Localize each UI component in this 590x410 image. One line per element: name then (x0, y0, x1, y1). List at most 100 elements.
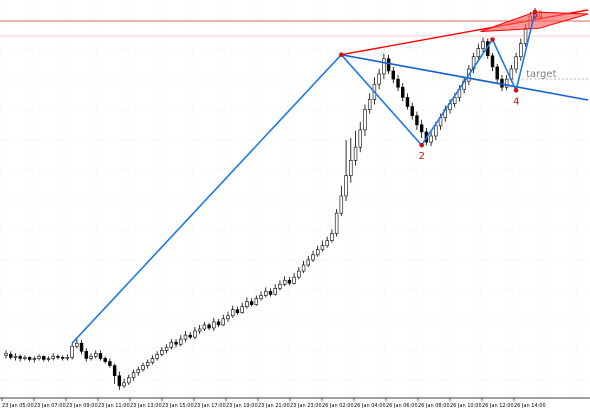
candle[interactable] (56, 354, 60, 360)
candle[interactable] (278, 280, 282, 291)
candle[interactable] (70, 343, 74, 360)
candle[interactable] (145, 359, 150, 369)
candle[interactable] (42, 355, 46, 362)
candle[interactable] (254, 295, 259, 306)
candle[interactable] (268, 288, 273, 297)
candle[interactable] (221, 314, 225, 326)
candle[interactable] (183, 331, 188, 343)
candle[interactable] (514, 52, 518, 74)
candle[interactable] (382, 53, 386, 80)
candle[interactable] (419, 119, 424, 139)
candle[interactable] (23, 355, 27, 361)
candle[interactable] (481, 37, 485, 54)
candle[interactable] (75, 339, 79, 349)
candle[interactable] (273, 284, 277, 296)
candle[interactable] (429, 130, 433, 147)
candle[interactable] (207, 322, 211, 331)
candle[interactable] (287, 277, 292, 286)
candle[interactable] (37, 354, 41, 361)
candle[interactable] (18, 354, 22, 362)
candle[interactable] (32, 356, 37, 363)
candle[interactable] (179, 335, 183, 347)
candle[interactable] (169, 339, 174, 350)
candle[interactable] (320, 240, 325, 252)
candle[interactable] (358, 121, 362, 153)
candle[interactable] (108, 358, 112, 368)
candle[interactable] (353, 130, 358, 166)
candle[interactable] (9, 351, 13, 360)
candle[interactable] (94, 350, 98, 359)
candle[interactable] (495, 63, 499, 84)
candle[interactable] (405, 93, 410, 110)
candle[interactable] (122, 378, 126, 388)
candle[interactable] (519, 38, 523, 61)
candle[interactable] (155, 351, 159, 361)
candle[interactable] (197, 324, 202, 335)
candle[interactable] (339, 185, 344, 217)
candle[interactable] (490, 52, 495, 71)
candle[interactable] (264, 287, 268, 298)
candle[interactable] (235, 306, 240, 315)
candle[interactable] (216, 318, 221, 327)
candle[interactable] (136, 366, 140, 376)
candle[interactable] (127, 374, 131, 385)
candle[interactable] (103, 356, 107, 364)
candle[interactable] (249, 298, 254, 307)
candle[interactable] (202, 321, 207, 332)
candle[interactable] (117, 371, 122, 390)
candle[interactable] (500, 75, 504, 92)
candle[interactable] (150, 355, 155, 365)
candle[interactable] (4, 350, 8, 359)
candle[interactable] (141, 362, 145, 372)
candle[interactable] (377, 68, 381, 90)
candle[interactable] (401, 83, 405, 102)
candle-body (193, 330, 197, 338)
candle[interactable] (98, 350, 103, 361)
candle[interactable] (363, 104, 367, 136)
candle[interactable] (330, 229, 334, 243)
candle[interactable] (391, 66, 396, 84)
candle[interactable] (386, 54, 391, 75)
candle[interactable] (334, 209, 339, 237)
candle[interactable] (230, 305, 235, 318)
candle[interactable] (349, 138, 353, 183)
candle[interactable] (79, 340, 84, 355)
candle[interactable] (292, 273, 296, 285)
candle[interactable] (410, 102, 414, 120)
candle[interactable] (367, 93, 372, 114)
candle[interactable] (325, 236, 329, 248)
candle[interactable] (396, 75, 400, 92)
candle[interactable] (344, 140, 348, 201)
candle[interactable] (301, 260, 306, 274)
candle[interactable] (164, 344, 169, 354)
candle[interactable] (504, 75, 509, 91)
candle[interactable] (51, 353, 55, 361)
candle[interactable] (160, 347, 164, 357)
candle[interactable] (27, 356, 32, 362)
candle[interactable] (46, 356, 51, 362)
candle[interactable] (297, 267, 301, 280)
candle[interactable] (226, 311, 230, 322)
candle[interactable] (259, 291, 263, 301)
candle[interactable] (245, 297, 249, 309)
candle[interactable] (65, 354, 70, 361)
candle[interactable] (174, 339, 178, 348)
candle[interactable] (193, 326, 197, 340)
candle[interactable] (13, 353, 18, 361)
candle[interactable] (316, 245, 320, 257)
candle[interactable] (112, 363, 117, 384)
candle[interactable] (415, 111, 419, 130)
candle[interactable] (84, 348, 89, 362)
candle[interactable] (282, 276, 287, 287)
candle[interactable] (306, 255, 311, 268)
candle[interactable] (89, 353, 93, 361)
candle[interactable] (188, 332, 192, 340)
candle[interactable] (131, 369, 136, 381)
candle[interactable] (240, 302, 244, 314)
candle-body (311, 254, 315, 261)
candle[interactable] (476, 43, 481, 61)
candle[interactable] (212, 317, 216, 332)
candle[interactable] (60, 355, 65, 361)
candle[interactable] (311, 250, 315, 262)
